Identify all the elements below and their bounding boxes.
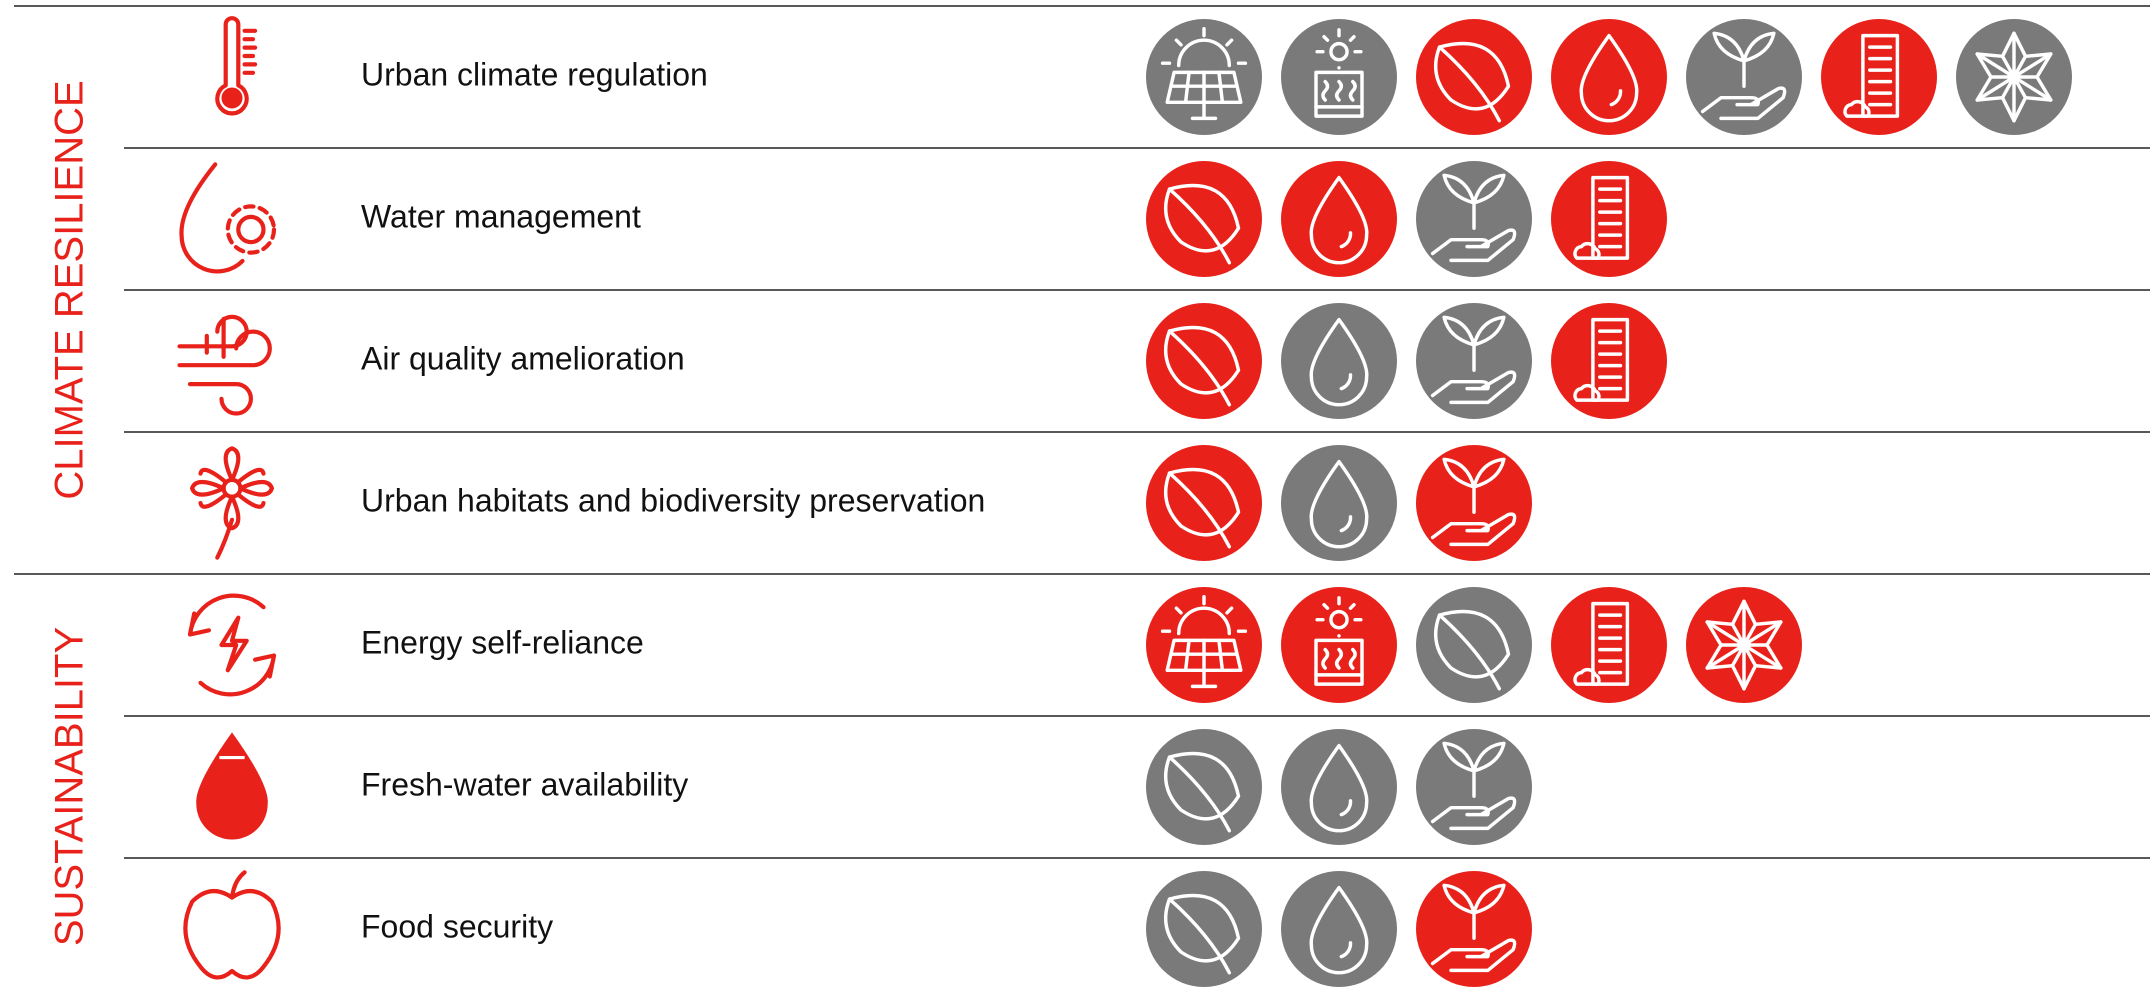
solution-badge xyxy=(1416,19,1532,135)
row-icon xyxy=(217,18,255,113)
row-icon xyxy=(185,872,278,977)
solution-badge xyxy=(1146,871,1262,987)
row-icon xyxy=(180,317,270,414)
solution-badge xyxy=(1281,871,1397,987)
solution-badge xyxy=(1281,729,1397,845)
row-icon xyxy=(181,164,274,271)
row-label: Energy self-reliance xyxy=(361,624,644,660)
row-icon xyxy=(192,448,272,557)
solution-badge xyxy=(1416,587,1532,703)
row-label: Urban habitats and biodiversity preserva… xyxy=(361,482,985,518)
row-icon xyxy=(194,730,270,842)
solution-badge xyxy=(1551,19,1667,135)
row-icon xyxy=(190,596,274,695)
group-title: CLIMATE RESILIENCE xyxy=(48,80,92,499)
solution-badge xyxy=(1281,445,1397,561)
solution-badge xyxy=(1281,587,1397,703)
row-label: Food security xyxy=(361,908,553,944)
solution-badge xyxy=(1146,445,1262,561)
solution-badge xyxy=(1146,303,1262,419)
solution-badge xyxy=(1281,161,1397,277)
row-label: Urban climate regulation xyxy=(361,56,708,92)
row-label: Water management xyxy=(361,198,641,234)
group-title: SUSTAINABILITY xyxy=(48,627,92,946)
solution-badge xyxy=(1146,161,1262,277)
solution-badge xyxy=(1281,19,1397,135)
row-label: Air quality amelioration xyxy=(361,340,685,376)
solution-badge xyxy=(1281,303,1397,419)
solution-badge xyxy=(1146,729,1262,845)
row-label: Fresh-water availability xyxy=(361,766,688,802)
